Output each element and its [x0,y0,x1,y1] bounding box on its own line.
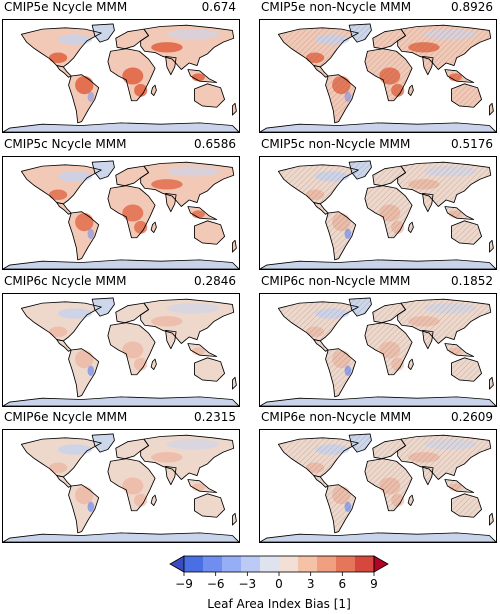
panel-score: 0.2846 [194,274,236,288]
colorbar-segment [260,556,280,572]
panel-score: 0.674 [201,0,236,14]
map-panel: CMIP6c non-Ncycle MMM 0.1852 [259,274,497,408]
colorbar-segment [298,556,318,572]
world-map [2,156,240,270]
panel-title: CMIP6c Ncycle MMM [4,274,127,288]
panel-title: CMIP6e non-Ncycle MMM [261,410,412,424]
colorbar-segment [184,556,204,572]
panel-title: CMIP6c non-Ncycle MMM [261,274,411,288]
colorbar-segment [241,556,261,572]
map-panel: CMIP5e non-Ncycle MMM 0.8926 [259,0,497,134]
colorbar-tick-label: −6 [207,577,225,591]
world-map [259,429,497,543]
panel-score: 0.6586 [194,137,236,151]
panel-title: CMIP5e non-Ncycle MMM [261,0,412,14]
map-panel: CMIP6e non-Ncycle MMM 0.2609 [259,410,497,544]
colorbar-segment [317,556,337,572]
colorbar-label: Leaf Area Index Bias [1] [207,597,351,611]
world-map [259,19,497,133]
colorbar-tick-label: 9 [370,577,378,591]
panel-title: CMIP6e Ncycle MMM [4,410,128,424]
world-map [2,293,240,407]
colorbar-tick-label: 0 [275,577,283,591]
map-panel: CMIP5e Ncycle MMM 0.674 [2,0,240,134]
map-panel: CMIP5c Ncycle MMM 0.6586 [2,137,240,271]
colorbar-segment [336,556,356,572]
panel-score: 0.2609 [451,410,493,424]
map-panel: CMIP5c non-Ncycle MMM 0.5176 [259,137,497,271]
map-panel: CMIP6e Ncycle MMM 0.2315 [2,410,240,544]
colorbar-segment [203,556,223,572]
panel-title: CMIP5c non-Ncycle MMM [261,137,411,151]
colorbar-under-arrow [169,555,185,573]
world-map [259,156,497,270]
map-panel: CMIP6c Ncycle MMM 0.2846 [2,274,240,408]
colorbar-segment [355,556,375,572]
colorbar-tick-label: −3 [238,577,256,591]
world-map [2,429,240,543]
colorbar-tick-label: −9 [175,577,193,591]
world-map [259,293,497,407]
panel-score: 0.1852 [451,274,493,288]
colorbar-tick-label: 6 [339,577,347,591]
panel-score: 0.2315 [194,410,236,424]
colorbar-tick-label: 3 [307,577,315,591]
colorbar-over-arrow [373,555,389,573]
colorbar: −9 −6 −3 0 3 6 9 [169,555,389,591]
world-map [2,19,240,133]
colorbar-segment [279,556,299,572]
panel-title: CMIP5e Ncycle MMM [4,0,128,14]
colorbar-segment [222,556,242,572]
panel-title: CMIP5c Ncycle MMM [4,137,127,151]
panel-score: 0.5176 [451,137,493,151]
panel-score: 0.8926 [451,0,493,14]
